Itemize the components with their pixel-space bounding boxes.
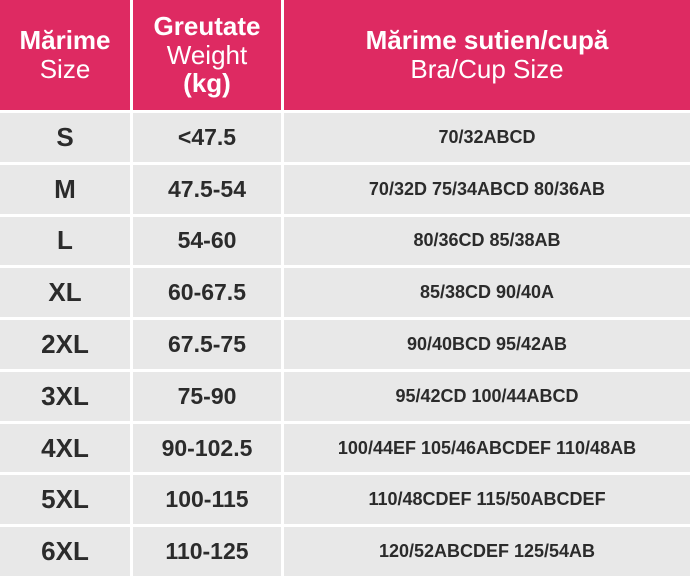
table-cell: 95/42CD 100/44ABCD (284, 371, 690, 421)
table-cell: 4XL (0, 423, 130, 473)
table-cell: 5XL (0, 475, 130, 525)
table-cell: 120/52ABCDEF 125/54AB (284, 527, 690, 576)
table-cell: 70/32ABCD (284, 113, 690, 162)
header-text: Weight (166, 39, 248, 70)
table-cell: 75-90 (133, 371, 281, 421)
table-cell: 110/48CDEF 115/50ABCDEF (284, 475, 690, 525)
table-cell: 54-60 (133, 216, 281, 266)
table-cell: 80/36CD 85/38AB (284, 216, 690, 266)
table-cell: 47.5-54 (133, 164, 281, 214)
header-cell: Mărime Size (0, 0, 130, 110)
header-text: (kg) (183, 68, 231, 99)
table-cell: M (0, 164, 130, 214)
table-cell: 70/32D 75/34ABCD 80/36AB (284, 164, 690, 214)
table-cell: XL (0, 268, 130, 318)
header-text: Greutate (153, 11, 261, 42)
header-text: Mărime (19, 25, 111, 56)
header-text: Mărime sutien/cupă (365, 25, 609, 56)
header-cell: Mărime sutien/cupă Bra/Cup Size (284, 0, 690, 110)
table-cell: 100-115 (133, 475, 281, 525)
table-cell: 90-102.5 (133, 423, 281, 473)
table-cell: 60-67.5 (133, 268, 281, 318)
header-cell: Greutate Weight (kg) (133, 0, 281, 110)
table-cell: 90/40BCD 95/42AB (284, 320, 690, 369)
table-cell: 100/44EF 105/46ABCDEF 110/48AB (284, 423, 690, 473)
table-cell: 2XL (0, 320, 130, 369)
table-cell: <47.5 (133, 113, 281, 162)
table-cell: L (0, 216, 130, 266)
table-cell: 3XL (0, 371, 130, 421)
table-cell: S (0, 113, 130, 162)
table-cell: 85/38CD 90/40A (284, 268, 690, 318)
table-cell: 110-125 (133, 527, 281, 576)
table-cell: 67.5-75 (133, 320, 281, 369)
header-text: Size (39, 54, 91, 84)
table-cell: 6XL (0, 527, 130, 576)
header-text: Bra/Cup Size (410, 54, 564, 84)
